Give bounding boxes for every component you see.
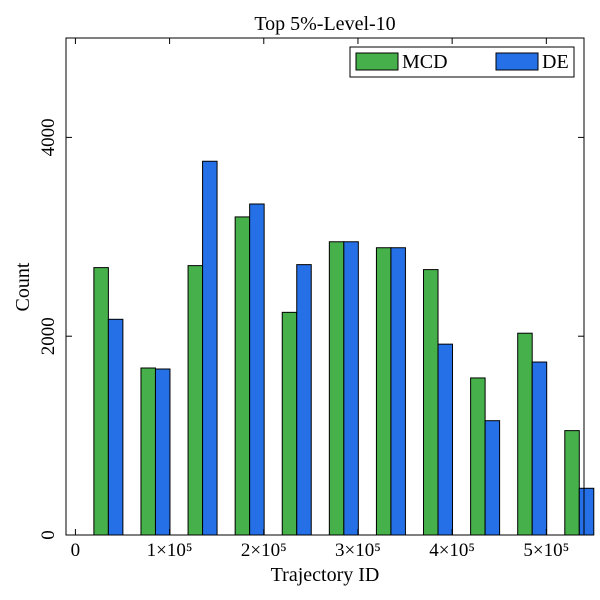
- bar-de-10: [578, 487, 595, 536]
- bar-mcd-8: [470, 377, 486, 536]
- bar-mcd-6: [375, 247, 392, 536]
- chart-title: Top 5%-Level-10: [254, 13, 395, 35]
- ticks-layer: 0 2000 4000 0 1×10⁵ 2×10⁵ 3×10⁵ 4×10⁵ 5×10⁵: [38, 38, 584, 561]
- legend-label-de: DE: [542, 51, 569, 73]
- x-tick-label-3: 3×10⁵: [335, 540, 381, 561]
- bar-mcd-3: [234, 216, 251, 536]
- legend-label-mcd: MCD: [402, 51, 448, 73]
- bar-mcd-1: [140, 367, 156, 536]
- legend-swatch-de: [495, 52, 539, 71]
- bar-mcd-4: [281, 311, 298, 536]
- bar-de-8: [484, 420, 501, 536]
- bar-de-1: [154, 368, 171, 536]
- bar-de-7: [437, 343, 454, 536]
- x-axis-label: Trajectory ID: [271, 564, 380, 586]
- bar-de-6: [390, 247, 406, 536]
- bar-de-3: [249, 203, 265, 536]
- bar-de-9: [531, 361, 548, 536]
- x-tick-label-2: 2×10⁵: [241, 540, 287, 561]
- bar-de-5: [343, 241, 359, 536]
- bar-mcd-0: [93, 267, 109, 536]
- x-tick-label-5: 5×10⁵: [523, 540, 569, 561]
- legend-swatch-mcd: [355, 52, 399, 71]
- bars-layer: [93, 160, 595, 536]
- y-tick-label-0: 0: [38, 530, 59, 540]
- y-tick-label-2: 4000: [38, 118, 59, 156]
- bar-mcd-2: [187, 265, 204, 536]
- legend: MCD DE: [349, 46, 575, 78]
- bar-mcd-9: [517, 332, 533, 536]
- bar-de-0: [107, 318, 124, 536]
- bar-de-4: [296, 264, 312, 536]
- y-tick-label-1: 2000: [38, 317, 59, 355]
- x-tick-label-1: 1×10⁵: [147, 540, 193, 561]
- bar-mcd-5: [328, 241, 345, 536]
- y-axis-label: Count: [12, 262, 34, 311]
- bar-mcd-7: [423, 269, 439, 536]
- bar-de-2: [202, 160, 218, 536]
- plot-frame: [65, 37, 585, 536]
- x-tick-label-0: 0: [71, 540, 81, 561]
- bar-mcd-10: [564, 430, 580, 536]
- x-tick-label-4: 4×10⁵: [429, 540, 475, 561]
